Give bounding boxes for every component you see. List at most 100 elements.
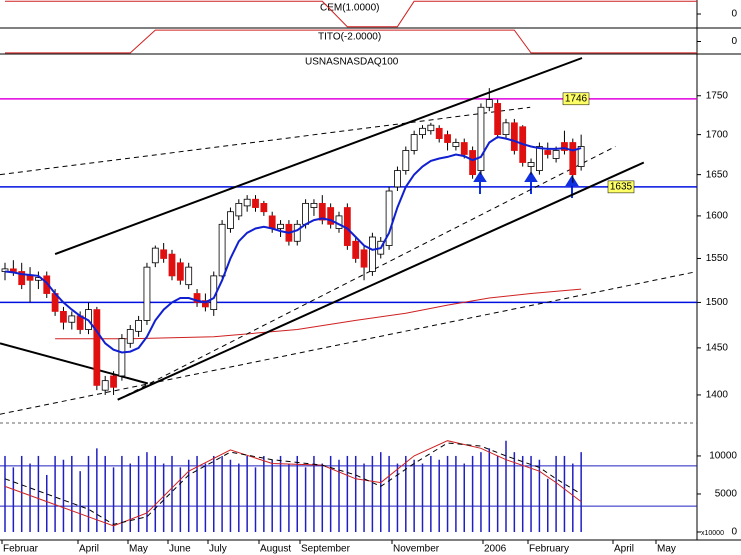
candle-body: [110, 375, 117, 388]
x-tick-label: July: [209, 544, 227, 555]
candle-body: [561, 142, 568, 151]
candle-body: [135, 320, 143, 332]
candle-body: [419, 127, 426, 136]
x-tick-label: September: [301, 544, 351, 555]
x-tick-label: May: [129, 544, 148, 555]
y-tick-label: 5000: [715, 489, 738, 500]
candle-body: [201, 300, 209, 308]
candle-body: [485, 99, 493, 108]
candle-body: [176, 262, 184, 281]
x-tick-label: June: [169, 544, 191, 555]
y-tick-label: 10000: [709, 451, 737, 462]
candle-body: [385, 190, 393, 246]
candle-body: [318, 202, 326, 221]
moving-average: [4, 135, 582, 354]
y-tick-label: 1750: [706, 90, 729, 101]
candle-body: [544, 150, 552, 155]
candle-body: [402, 150, 410, 171]
x-tick-label: February: [529, 544, 569, 555]
candle-body: [452, 142, 460, 147]
candle-body: [552, 150, 560, 159]
oscillator-line: [4, 440, 582, 527]
candle-body: [527, 162, 535, 167]
y-tick-label: 1600: [706, 211, 729, 222]
level-tag: [607, 180, 635, 194]
oscillator-line: [4, 442, 582, 525]
candle-body: [101, 380, 109, 391]
candle-body: [60, 310, 67, 323]
x-tick-label: November: [393, 544, 440, 555]
x-tick-label: August: [260, 544, 291, 555]
trend-line: [0, 271, 698, 415]
candle-body: [227, 211, 234, 229]
candle-body: [277, 223, 284, 229]
y-tick-label: 1650: [706, 169, 729, 180]
y-tick-label: 1700: [706, 129, 729, 140]
candle-body: [151, 247, 159, 264]
candle-body: [410, 134, 418, 151]
candle-body: [43, 275, 51, 294]
candle-body: [118, 338, 126, 377]
level-tag-label: 1635: [610, 182, 633, 193]
candle-body: [243, 198, 251, 207]
trend-line: [117, 161, 645, 401]
unit-label: x10000: [701, 530, 724, 537]
x-tick-label: May: [657, 544, 676, 555]
candle-body: [569, 142, 577, 176]
candle-body: [218, 223, 226, 277]
x-tick-label: April: [79, 544, 99, 555]
candle-body: [444, 134, 451, 143]
x-tick-label: 2006: [484, 544, 507, 555]
candle-body: [168, 253, 176, 277]
candle-body: [577, 146, 585, 167]
candle-body: [435, 127, 443, 139]
y-tick-label: 1550: [706, 253, 729, 264]
candle-body: [268, 215, 276, 229]
candle-body: [327, 207, 335, 225]
panel-title: TITO(-2.0000): [318, 32, 381, 43]
candle-body: [302, 202, 310, 225]
x-tick-label: Februar: [3, 544, 39, 555]
candle-body: [502, 122, 510, 136]
candle-body: [293, 223, 301, 242]
y-tick-label: 1450: [706, 343, 729, 354]
candle-body: [494, 103, 502, 136]
candle-body: [310, 202, 318, 208]
trend-line: [0, 342, 149, 385]
candle-body: [68, 315, 76, 323]
candle-body: [93, 309, 101, 386]
arrow-head: [565, 175, 579, 186]
candle-body: [235, 202, 243, 217]
level-tag-label: 1746: [565, 93, 588, 104]
candle-body: [26, 275, 34, 281]
panel-title: CEM(1.0000): [320, 3, 379, 14]
y-tick-label: 0: [731, 36, 737, 47]
candle-body: [252, 198, 259, 208]
candle-body: [469, 150, 477, 176]
candle-body: [360, 249, 368, 268]
arrow-head: [524, 171, 538, 182]
candle-body: [9, 268, 17, 272]
y-tick-label: 1500: [706, 297, 729, 308]
candle-body: [18, 271, 26, 286]
candle-body: [368, 236, 376, 272]
trend-line: [117, 146, 616, 401]
candle-body: [510, 122, 518, 151]
trend-line: [54, 57, 583, 256]
candle-body: [477, 106, 485, 171]
y-tick-label: 0: [731, 9, 737, 20]
y-tick-label: 0: [731, 527, 737, 538]
candle-body: [352, 240, 360, 259]
indicator-line: [5, 0, 698, 28]
candle-body: [185, 266, 193, 286]
long-average: [55, 288, 582, 340]
candle-body: [143, 266, 151, 321]
level-tag: [562, 92, 590, 106]
candle-body: [193, 293, 201, 303]
candle-body: [460, 142, 468, 155]
arrow-head: [473, 171, 487, 182]
x-tick-label: April: [614, 544, 634, 555]
panel-title: USNASNASDAQ100: [305, 57, 399, 68]
